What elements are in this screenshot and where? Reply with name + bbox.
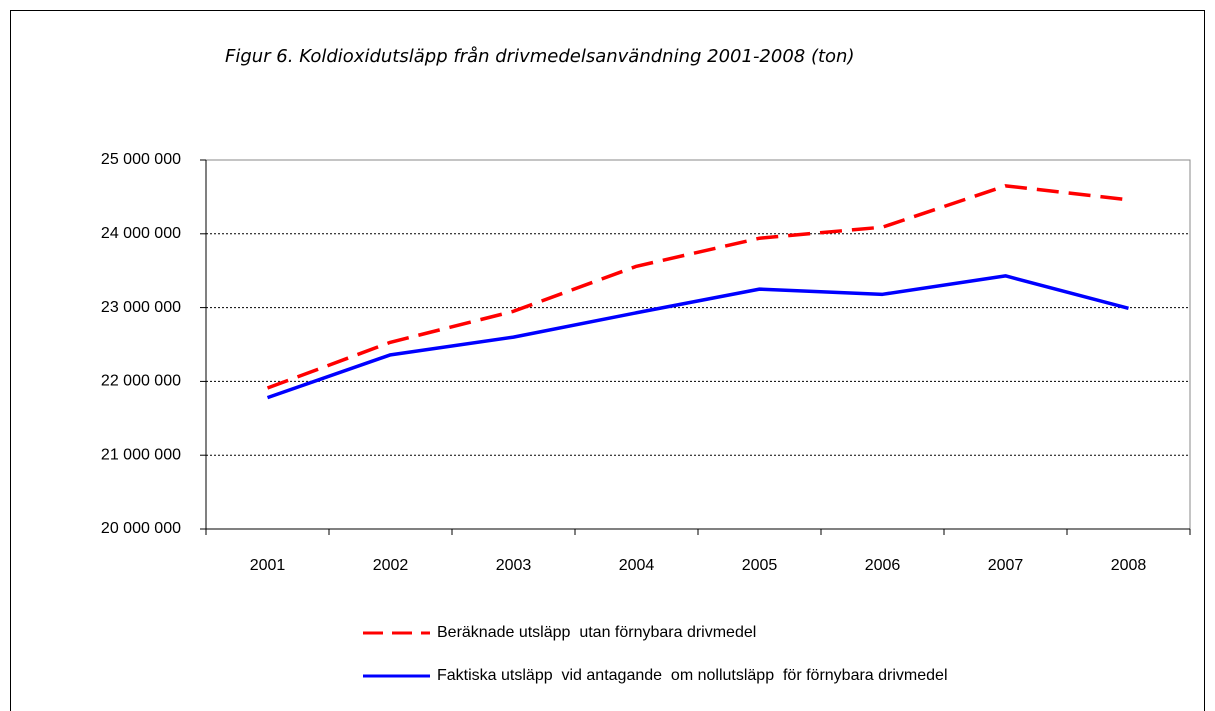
x-tick-label: 2003 <box>496 557 532 574</box>
y-tick-label: 21 000 000 <box>101 446 181 463</box>
y-tick-label: 23 000 000 <box>101 299 181 316</box>
y-tick-label: 24 000 000 <box>101 225 181 242</box>
y-tick-label: 22 000 000 <box>101 373 181 390</box>
y-tick-label: 20 000 000 <box>101 520 181 537</box>
x-tick-label: 2004 <box>619 557 655 574</box>
series-line <box>266 274 1129 400</box>
chart-title: Figur 6. Koldioxidutsläpp från drivmedel… <box>225 46 855 67</box>
x-tick-label: 2005 <box>742 557 778 574</box>
legend-label: Faktiska utsläpp vid antagande om nollut… <box>437 667 948 684</box>
series-line <box>266 184 1129 390</box>
legend-label: Beräknade utsläpp utan förnybara drivmed… <box>437 624 756 641</box>
x-tick-label: 2006 <box>865 557 901 574</box>
x-tick-label: 2001 <box>250 557 286 574</box>
chart-frame <box>10 10 1205 711</box>
x-tick-label: 2002 <box>373 557 409 574</box>
plot-area <box>205 159 1191 530</box>
y-tick-label: 25 000 000 <box>101 151 181 168</box>
x-tick-label: 2008 <box>1111 557 1147 574</box>
x-tick-label: 2007 <box>988 557 1024 574</box>
